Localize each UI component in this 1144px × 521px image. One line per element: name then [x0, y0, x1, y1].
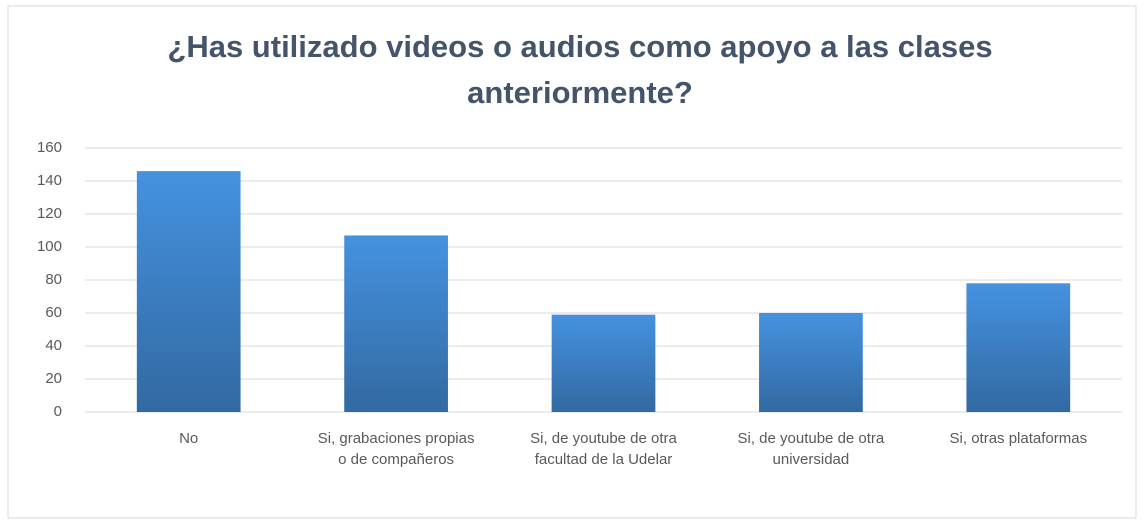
y-tick-label: 60	[45, 304, 62, 321]
y-tick-label: 20	[45, 370, 62, 387]
x-tick-label: Si, otras plataformas	[949, 430, 1088, 447]
chart-title: ¿Has utilizado videos o audios como apoy…	[167, 29, 993, 110]
x-tick-label: Si, de youtube de otra universidad	[737, 430, 885, 468]
y-tick-label: 0	[54, 403, 62, 420]
x-tick-label: Si, grabaciones propias o de compañeros	[317, 430, 475, 468]
y-tick-label: 120	[37, 205, 62, 222]
bar	[759, 313, 863, 412]
bar	[136, 171, 241, 412]
y-tick-label: 100	[37, 238, 62, 255]
y-tick-label: 40	[45, 337, 62, 354]
chart-border	[7, 5, 1137, 519]
bar	[966, 283, 1071, 412]
bar	[344, 235, 448, 412]
y-tick-label: 160	[37, 139, 62, 156]
x-tick-label: No	[179, 430, 199, 447]
bar	[551, 314, 656, 412]
x-tick-label: Si, de youtube de otra facultad de la Ud…	[530, 430, 677, 468]
y-tick-label: 140	[37, 172, 62, 189]
y-tick-label: 80	[45, 271, 62, 288]
